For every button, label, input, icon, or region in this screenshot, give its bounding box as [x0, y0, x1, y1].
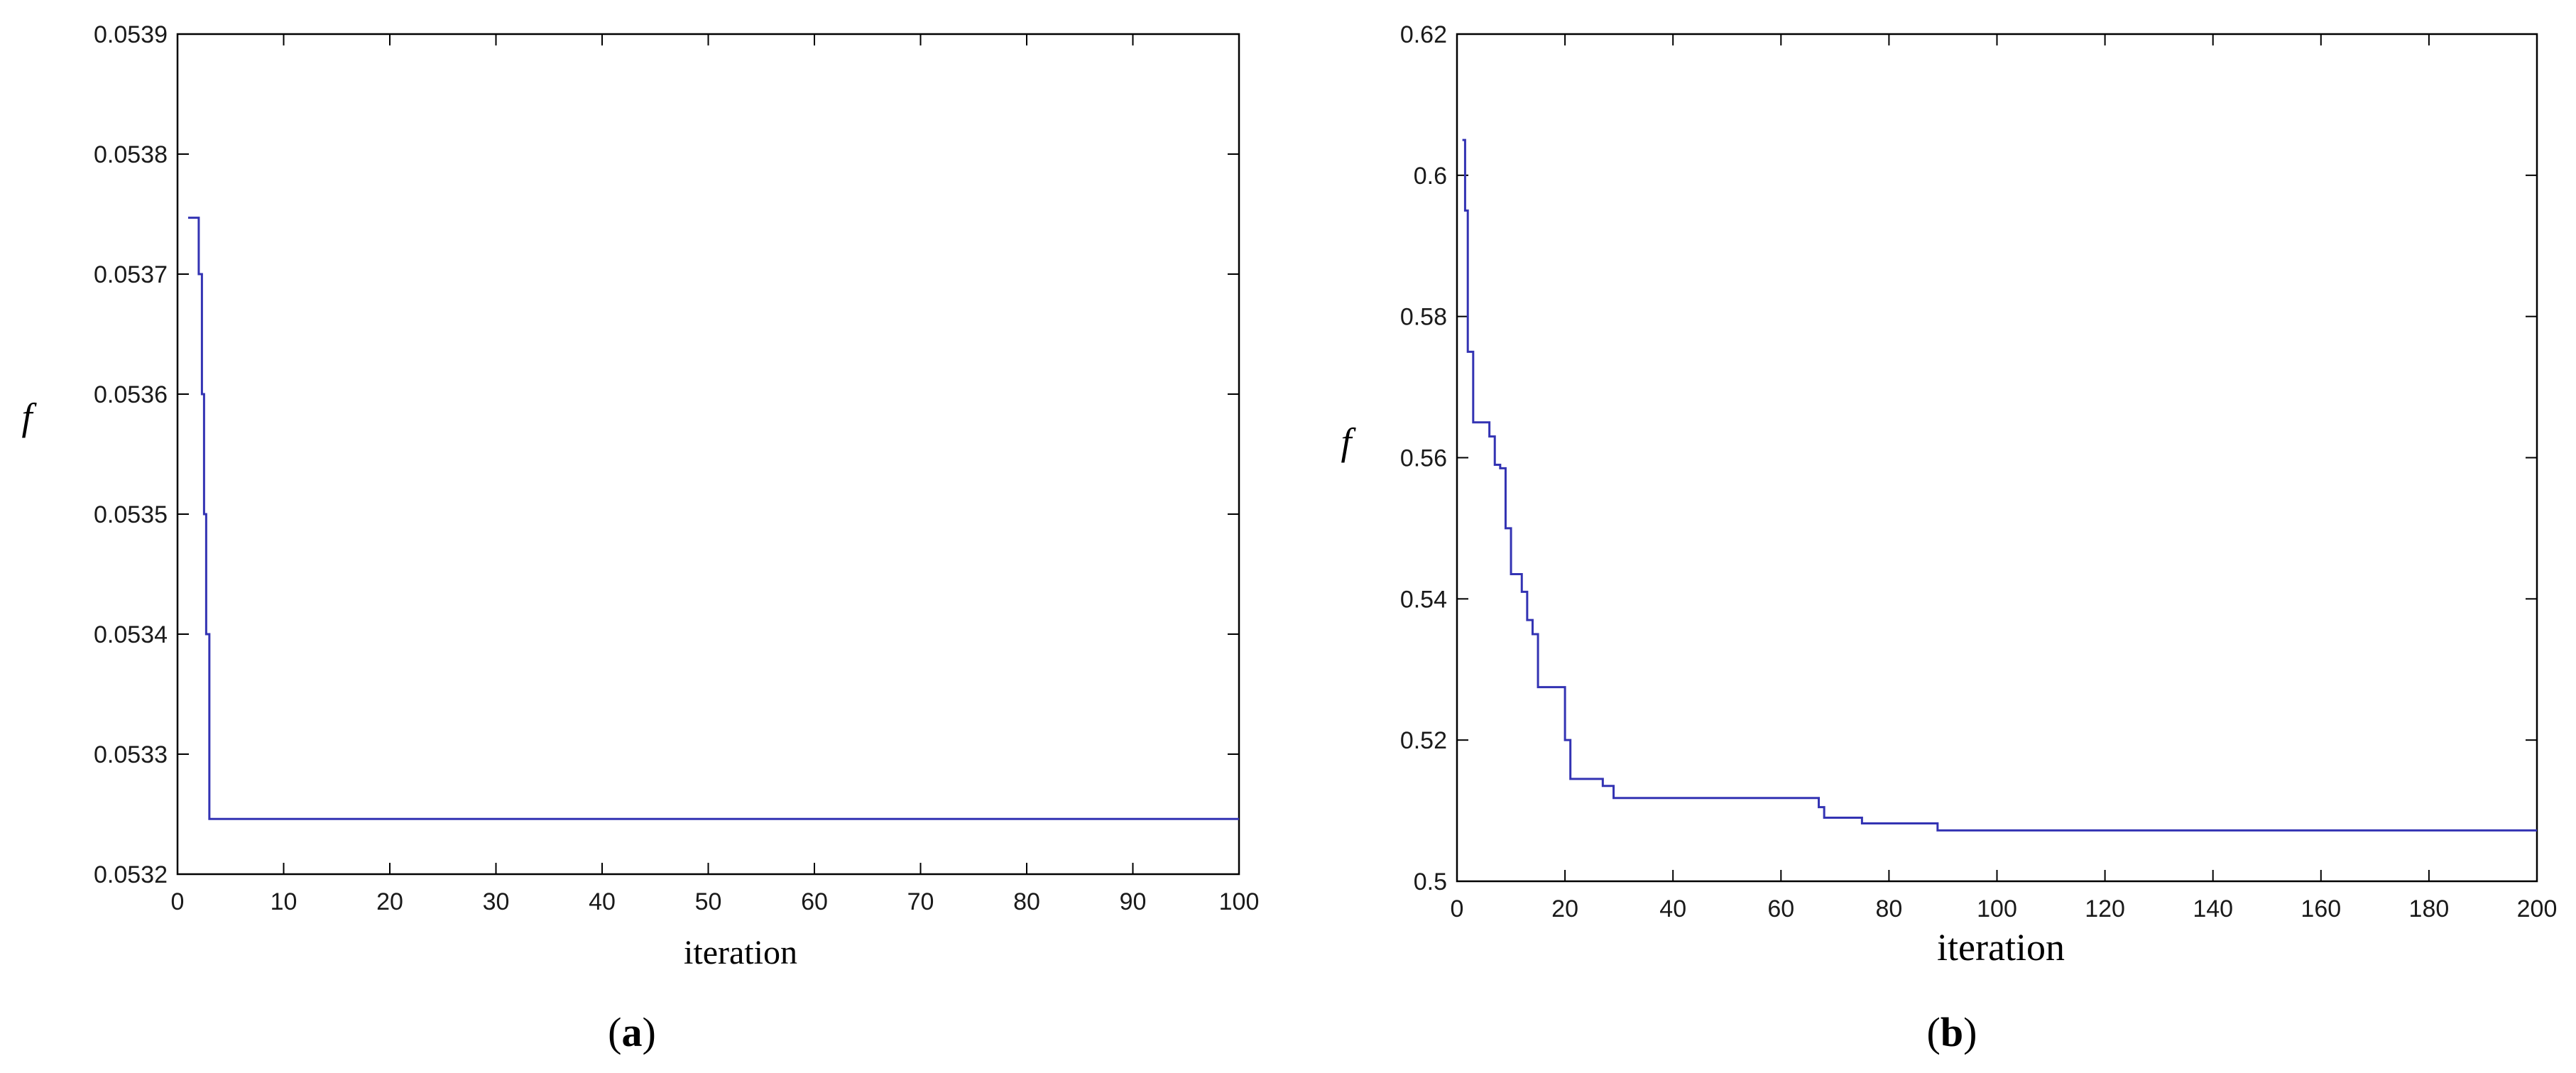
panel-b-x-tick-labels: 0 20 40 60 80 100 120 140 160 180 200 [1451, 895, 2558, 922]
panel-b-x-axis-label: iteration [1937, 926, 2065, 969]
panel-a-y-tick-label: 0.0533 [94, 741, 168, 768]
panel-a-x-tick-label: 80 [1013, 888, 1040, 915]
panel-a-y-tick-label: 0.0536 [94, 381, 168, 408]
panel-a-y-tick-label: 0.0532 [94, 861, 168, 888]
panel-a-y-tick-label: 0.0538 [94, 141, 168, 168]
panel-a-x-tick-label: 10 [271, 888, 298, 915]
panel-a-y-tick-label: 0.0534 [94, 621, 168, 648]
panel-b-x-tick-label: 40 [1659, 895, 1686, 922]
panel-a-y-tick-label: 0.0539 [94, 21, 168, 48]
panel-b-ticks [1456, 33, 2538, 882]
panel-b-x-tick-label: 0 [1451, 895, 1464, 922]
panel-a-x-tick-label: 40 [589, 888, 616, 915]
panel-b-y-tick-labels: 0.5 0.52 0.54 0.56 0.58 0.6 0.62 [1400, 21, 1447, 895]
panel-a-x-axis-label: iteration [684, 934, 797, 971]
panel-a-x-tick-label: 60 [801, 888, 828, 915]
panel-b-y-tick-label: 0.54 [1400, 586, 1447, 613]
panel-b-series-line [1462, 138, 2537, 832]
panel-a-series-line [187, 217, 1239, 820]
panel-a-x-tick-label: 100 [1219, 888, 1260, 915]
panel-a-ticks [177, 33, 1240, 875]
panel-a-x-tick-label: 70 [907, 888, 934, 915]
panel-b-plot-frame [1456, 33, 2538, 883]
panel-b-x-tick-label: 140 [2193, 895, 2233, 922]
panel-a-plot-frame [176, 33, 1240, 876]
panel-b-x-tick-label: 180 [2409, 895, 2450, 922]
panel-b-y-tick-label: 0.58 [1400, 304, 1447, 331]
panel-b-y-tick-label: 0.5 [1414, 868, 1447, 895]
panel-b-chart: 0 20 40 60 80 100 120 140 160 180 200 0.50.520.540… [1341, 21, 2557, 1055]
panel-b-y-tick-label: 0.56 [1400, 445, 1447, 472]
panel-a-x-tick-label: 30 [483, 888, 510, 915]
panel-b-x-tick-label: 80 [1875, 895, 1902, 922]
panel-a-x-tick-label: 50 [695, 888, 722, 915]
panel-b-x-tick-label: 20 [1551, 895, 1578, 922]
panel-b-y-tick-label: 0.52 [1400, 727, 1447, 754]
panel-a-y-axis-label: f [21, 396, 37, 438]
panel-a-y-tick-label: 0.0535 [94, 501, 168, 528]
panel-b-y-tick-label: 0.6 [1414, 163, 1447, 190]
panel-a-x-tick-label: 20 [376, 888, 403, 915]
panel-a-chart: 0 10 20 30 40 50 60 70 80 90 100 0.05320.05330.053… [21, 21, 1259, 1055]
panel-b-x-tick-label: 100 [1977, 895, 2017, 922]
panel-b-y-axis-label: f [1341, 420, 1356, 463]
panel-a-caption-letter: a [622, 1009, 643, 1055]
panel-a-x-tick-label: 90 [1120, 888, 1147, 915]
panel-b-caption-letter: b [1941, 1009, 1963, 1055]
panel-a-caption: (a) [608, 1009, 656, 1055]
panel-b-x-tick-label: 160 [2301, 895, 2341, 922]
panel-b-caption: (b) [1927, 1009, 1977, 1055]
panel-b-x-tick-label: 120 [2085, 895, 2125, 922]
panel-a-y-tick-label: 0.0537 [94, 261, 168, 288]
panel-b-x-tick-label: 60 [1767, 895, 1794, 922]
panel-b-y-tick-label: 0.62 [1400, 21, 1447, 48]
panel-b-x-tick-label: 200 [2517, 895, 2558, 922]
panel-a-y-tick-labels: 0.0532 0.0533 0.0534 0.0535 0.0536 0.0537 0.05… [94, 21, 168, 888]
panel-a-x-tick-label: 0 [171, 888, 185, 915]
panel-a-x-tick-labels: 0 10 20 30 40 50 60 70 80 90 100 [171, 888, 1260, 915]
